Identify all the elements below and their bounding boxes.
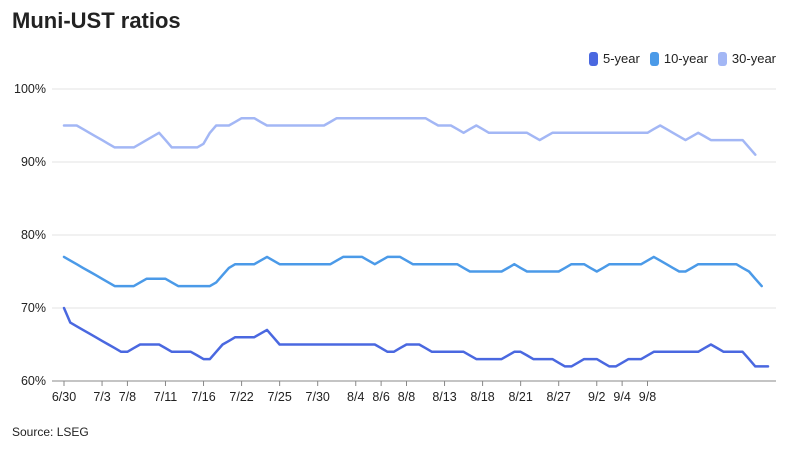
x-tick-label: 7/3 [93,390,110,404]
legend: 5-year 10-year 30-year [588,51,776,66]
y-tick-label: 90% [21,155,46,169]
x-tick-label: 8/18 [470,390,494,404]
legend-label-5-year: 5-year [602,51,640,66]
x-tick-label: 7/16 [191,390,215,404]
legend-label-10-year: 10-year [663,51,708,66]
x-tick-label: 8/21 [508,390,532,404]
series-line-30-year[interactable] [62,116,757,156]
y-tick-label: 70% [21,301,46,315]
x-tick-label: 8/6 [372,390,389,404]
legend-item-5-year[interactable]: 5-year [588,51,640,66]
legend-label-30-year: 30-year [731,51,776,66]
x-tick-label: 7/25 [267,390,291,404]
y-tick-label: 100% [14,82,46,96]
y-tick-label: 60% [21,374,46,388]
x-tick-label: 8/8 [398,390,415,404]
legend-item-30-year[interactable]: 30-year [717,51,776,66]
x-tick-label: 8/4 [347,390,364,404]
legend-swatch-30-year [717,51,727,66]
y-tick-label: 80% [21,228,46,242]
x-tick-label: 7/8 [119,390,136,404]
source-note: Source: LSEG [12,425,89,439]
chart-title: Muni-UST ratios [12,8,181,33]
series-line-10-year[interactable] [62,255,763,288]
x-tick-label: 8/27 [547,390,571,404]
x-tick-label: 7/22 [229,390,253,404]
series-line-5-year[interactable] [62,306,770,368]
x-tick-label: 9/4 [613,390,630,404]
x-tick-label: 9/2 [588,390,605,404]
x-tick-label: 7/30 [306,390,330,404]
x-tick-label: 7/11 [154,390,177,404]
x-tick-label: 8/13 [432,390,456,404]
x-tick-label: 9/8 [639,390,656,404]
legend-swatch-10-year [649,51,659,66]
legend-item-10-year[interactable]: 10-year [649,51,708,66]
x-tick-label: 6/30 [52,390,76,404]
legend-swatch-5-year [588,51,598,66]
